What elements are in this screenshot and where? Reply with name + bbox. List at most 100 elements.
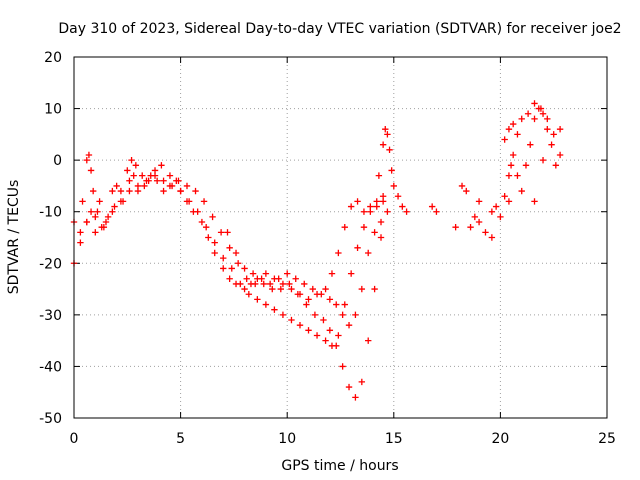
data-point xyxy=(352,394,359,401)
data-point xyxy=(275,275,282,282)
x-tick-label: 10 xyxy=(278,431,296,447)
data-point xyxy=(371,229,378,236)
data-point xyxy=(328,270,336,277)
y-tick-label: 10 xyxy=(44,102,62,118)
data-point xyxy=(134,182,142,190)
data-point xyxy=(284,270,291,277)
data-point xyxy=(524,110,532,117)
data-point xyxy=(260,280,267,288)
data-point xyxy=(544,126,551,133)
data-point xyxy=(139,172,146,179)
data-point xyxy=(175,177,182,184)
data-point xyxy=(226,275,233,282)
data-point xyxy=(160,177,167,184)
data-point xyxy=(475,218,483,226)
data-point xyxy=(87,208,95,215)
data-point xyxy=(428,203,436,210)
data-point xyxy=(243,275,250,282)
data-point xyxy=(335,249,342,257)
data-point xyxy=(352,311,359,319)
data-point xyxy=(518,187,525,195)
data-point xyxy=(245,291,253,298)
data-point xyxy=(354,198,361,205)
data-point xyxy=(153,177,161,184)
data-point xyxy=(117,198,125,205)
series-track-a xyxy=(70,172,387,303)
data-point xyxy=(279,280,287,288)
data-point xyxy=(341,301,348,308)
data-point xyxy=(217,229,225,236)
data-point xyxy=(102,218,110,226)
data-point xyxy=(209,213,216,221)
data-point xyxy=(360,223,368,231)
data-point xyxy=(505,198,513,205)
data-point xyxy=(345,321,353,329)
y-tick-label: -40 xyxy=(39,359,62,375)
data-point xyxy=(471,213,479,221)
data-point xyxy=(117,187,125,195)
data-marks xyxy=(70,100,564,401)
data-point xyxy=(377,234,385,241)
data-point xyxy=(87,167,95,174)
data-point xyxy=(399,203,406,210)
data-point xyxy=(109,208,116,215)
data-point xyxy=(552,162,560,169)
data-point xyxy=(313,332,321,339)
data-point xyxy=(241,285,248,293)
data-point xyxy=(339,311,346,319)
data-point xyxy=(467,223,474,231)
data-point xyxy=(509,120,517,128)
data-point xyxy=(228,265,235,272)
data-point xyxy=(205,234,212,241)
y-tick-label: -20 xyxy=(39,256,62,272)
data-point xyxy=(303,301,310,308)
data-point xyxy=(85,151,93,159)
data-point xyxy=(249,270,257,277)
data-point xyxy=(320,316,327,324)
data-point xyxy=(388,167,395,174)
data-point xyxy=(347,270,355,277)
data-point xyxy=(130,172,137,179)
data-point xyxy=(160,187,167,195)
series-track-g xyxy=(501,100,564,143)
data-point xyxy=(452,223,459,231)
data-point xyxy=(514,172,521,179)
data-point xyxy=(475,198,483,205)
x-tick-label: 20 xyxy=(491,431,509,447)
data-point xyxy=(296,321,304,329)
grid-layer xyxy=(74,57,607,418)
data-point xyxy=(326,327,334,334)
data-point xyxy=(92,229,99,236)
data-point xyxy=(322,285,329,293)
data-point xyxy=(514,131,521,138)
data-point xyxy=(262,301,270,308)
data-point xyxy=(527,141,534,148)
data-point xyxy=(237,280,244,288)
data-point xyxy=(305,327,312,334)
data-point xyxy=(292,275,299,282)
y-axis-label: SDTVAR / TECUs xyxy=(6,180,22,295)
data-point xyxy=(488,208,496,215)
data-point xyxy=(537,105,545,112)
data-point xyxy=(501,193,508,200)
data-point xyxy=(220,254,227,262)
data-point xyxy=(211,239,218,246)
data-point xyxy=(550,131,557,138)
data-point xyxy=(98,223,105,231)
data-point xyxy=(358,285,366,293)
data-point xyxy=(311,311,319,319)
data-point xyxy=(458,182,466,190)
data-point xyxy=(501,136,508,143)
data-point xyxy=(531,115,538,123)
data-point xyxy=(556,126,564,133)
data-point xyxy=(288,285,295,293)
data-point xyxy=(301,280,308,288)
data-point xyxy=(252,280,259,288)
x-tick-label: 5 xyxy=(176,431,185,447)
data-point xyxy=(158,162,165,169)
data-point xyxy=(79,198,86,205)
data-point xyxy=(305,296,312,303)
plot-border xyxy=(73,56,608,419)
data-point xyxy=(463,187,470,195)
data-point xyxy=(183,182,191,190)
